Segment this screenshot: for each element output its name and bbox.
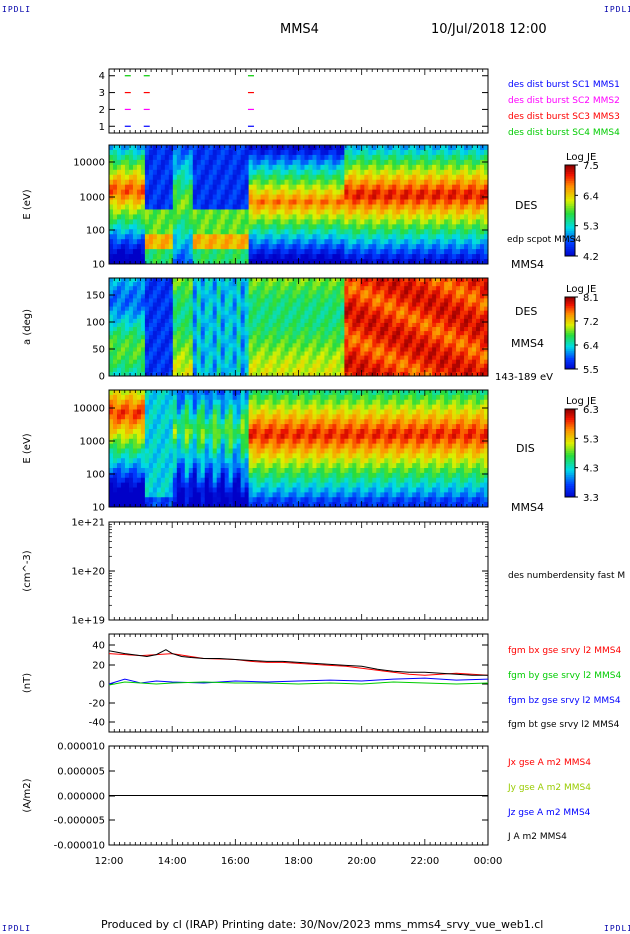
dis-energy-right-label-0: DIS	[516, 442, 535, 455]
des-energy-right-label-1: edp scpot MMS4	[507, 235, 581, 245]
dis-energy-colorbar-tick-0: 6.3	[583, 405, 599, 416]
des-pitch-ytick-1: 100	[86, 318, 105, 329]
spacecraft-title: MMS4	[280, 22, 319, 37]
time-tick-5: 22:00	[410, 856, 439, 867]
magnetic-field-ytick-0: 40	[92, 641, 105, 652]
density-ytick-2: 1e+19	[71, 616, 105, 627]
des-energy-colorbar-tick-2: 5.3	[583, 222, 599, 233]
current-density-legend-0: Jx gse A m2 MMS4	[507, 758, 591, 768]
des-pitch-colorbar	[564, 296, 576, 370]
time-tick-4: 20:00	[347, 856, 376, 867]
des-energy-right-label-0: DES	[515, 199, 537, 212]
current-density-ytick-4: -0.000010	[54, 841, 105, 852]
des-pitch-colorbar-tick-2: 6.4	[583, 341, 599, 352]
time-tick-1: 14:00	[158, 856, 187, 867]
time-tick-6: 00:00	[474, 856, 503, 867]
density-ytick-1: 1e+20	[71, 567, 105, 578]
dis-energy-ylabel: E (eV)	[22, 433, 33, 463]
des-pitch-colorbar-tick-0: 8.1	[583, 293, 599, 304]
des-energy-ytick-2: 100	[86, 226, 105, 237]
footer-credit: Produced by cl (IRAP) Printing date: 30/…	[101, 918, 544, 931]
magnetic-field-legend-2: fgm bz gse srvy l2 MMS4	[508, 696, 621, 706]
des-pitch-colorbar-tick-1: 7.2	[583, 317, 599, 328]
current-density-ylabel: (A/m2)	[22, 778, 33, 812]
availability-legend-3: des dist burst SC4 MMS4	[508, 128, 620, 138]
dis-energy-colorbar-tick-2: 4.3	[583, 464, 599, 475]
des-pitch-colorbar-title: Log JE	[566, 284, 596, 295]
des-pitch-ylabel: a (deg)	[22, 309, 33, 345]
dis-energy-ytick-0: 10000	[73, 404, 105, 415]
corner-label-bottom-left: IPDLI	[2, 924, 32, 933]
corner-label-bottom-right: IPDLI	[604, 924, 630, 933]
time-tick-2: 16:00	[221, 856, 250, 867]
current-density-legend-3: J A m2 MMS4	[507, 832, 567, 842]
current-density-ytick-2: 0.000000	[57, 792, 105, 803]
des-energy-colorbar-tick-1: 6.4	[583, 191, 599, 202]
dis-energy-ytick-3: 10	[92, 503, 105, 514]
dis-energy-colorbar-tick-3: 3.3	[583, 493, 599, 504]
availability-ytick-3: 1	[99, 122, 105, 133]
des-energy-ylabel: E (eV)	[22, 189, 33, 219]
des-energy-colorbar-tick-3: 4.2	[583, 252, 599, 263]
des-pitch-spectrogram	[109, 278, 489, 377]
current-density-ytick-3: -0.000005	[54, 816, 105, 827]
magnetic-field-series-0	[108, 649, 488, 676]
des-energy-ytick-0: 10000	[73, 158, 105, 169]
magnetic-field-ytick-2: 0	[99, 680, 105, 691]
availability-ytick-2: 2	[99, 105, 105, 116]
dis-energy-colorbar	[564, 408, 576, 498]
corner-label-top-right: IPDLI	[604, 5, 630, 14]
density-ytick-0: 1e+21	[71, 518, 105, 529]
datetime-title: 10/Jul/2018 12:00	[431, 22, 547, 37]
magnetic-field-ylabel: (nT)	[22, 673, 33, 693]
availability-ytick-0: 4	[99, 71, 105, 82]
availability-legend-0: des dist burst SC1 MMS1	[508, 80, 620, 90]
des-energy-colorbar-tick-0: 7.5	[583, 161, 599, 172]
time-tick-3: 18:00	[284, 856, 313, 867]
density-frame	[108, 521, 489, 621]
availability-legend-2: des dist burst SC3 MMS3	[508, 112, 620, 122]
availability-legend-1: des dist burst SC2 MMS2	[508, 96, 620, 106]
magnetic-field-legend-0: fgm bx gse srvy l2 MMS4	[508, 646, 621, 656]
density-legend-0: des numberdensity fast M	[508, 571, 625, 581]
des-pitch-ytick-0: 150	[86, 291, 105, 302]
des-pitch-right-label-1: MMS4	[511, 337, 544, 350]
magnetic-field-ytick-4: -40	[89, 718, 105, 729]
dis-energy-colorbar-tick-1: 5.3	[583, 434, 599, 445]
current-density-ytick-0: 0.000010	[57, 742, 105, 753]
magnetic-field-legend-3: fgm bt gse srvy l2 MMS4	[508, 720, 620, 730]
des-pitch-ytick-2: 50	[92, 345, 105, 356]
current-density-ytick-1: 0.000005	[57, 767, 105, 778]
dis-energy-colorbar-title: Log JE	[566, 396, 596, 407]
des-energy-ytick-1: 1000	[80, 193, 105, 204]
density-ylabel: (cm^-3)	[22, 550, 33, 591]
des-pitch-colorbar-tick-3: 5.5	[583, 365, 599, 376]
des-energy-spectrogram	[109, 145, 489, 265]
magnetic-field-ytick-3: -20	[89, 699, 105, 710]
des-pitch-ytick-3: 0	[99, 372, 105, 383]
magnetic-field-series-1	[108, 653, 489, 676]
des-energy-colorbar	[564, 164, 576, 257]
magnetic-field-legend-1: fgm by gse srvy l2 MMS4	[508, 671, 621, 681]
magnetic-field-series-3	[108, 677, 489, 685]
availability-ytick-1: 3	[99, 88, 105, 99]
des-energy-right-label-2: MMS4	[511, 258, 544, 271]
des-energy-colorbar-title: Log JE	[566, 152, 596, 163]
magnetic-field-ytick-1: 20	[92, 661, 105, 672]
des-energy-ytick-3: 10	[92, 260, 105, 271]
dis-energy-ytick-2: 100	[86, 470, 105, 481]
dis-energy-spectrogram	[109, 390, 489, 508]
corner-label-top-left: IPDLI	[2, 5, 32, 14]
time-tick-0: 12:00	[95, 856, 124, 867]
des-pitch-right-label-2: 143-189 eV	[495, 372, 553, 383]
dis-energy-right-label-1: MMS4	[511, 501, 544, 514]
magnetic-field-series-2	[108, 681, 489, 686]
current-density-legend-1: Jy gse A m2 MMS4	[507, 783, 591, 793]
current-density-legend-2: Jz gse A m2 MMS4	[507, 808, 591, 818]
availability-frame	[108, 68, 489, 134]
des-pitch-right-label-0: DES	[515, 305, 537, 318]
dis-energy-ytick-1: 1000	[80, 437, 105, 448]
